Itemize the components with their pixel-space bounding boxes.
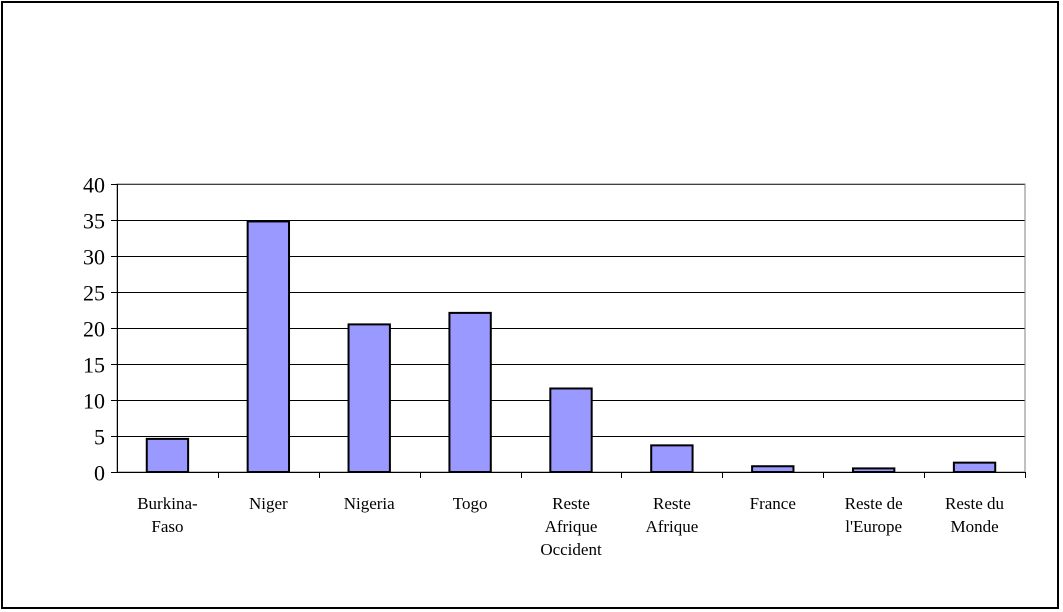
x-tick-label-line: France <box>750 494 796 513</box>
x-tick-label-line: Burkina- <box>137 494 198 513</box>
x-tick-label-line: Nigeria <box>344 494 395 513</box>
x-tick-label-line: l'Europe <box>845 517 902 536</box>
x-tick-label: Reste Afrique <box>645 494 698 536</box>
x-tick-label: Reste Afrique Occident <box>540 494 602 559</box>
y-tick-label: 30 <box>83 245 105 270</box>
y-tick-label: 40 <box>83 173 105 198</box>
x-tick-label-line: Reste <box>653 494 691 513</box>
x-tick-label-line: Faso <box>151 517 183 536</box>
x-tick-label: Reste du Monde <box>945 494 1005 536</box>
y-tick-label: 20 <box>83 317 105 342</box>
x-tick-label: France <box>750 494 796 513</box>
y-tick-label: 35 <box>83 209 105 234</box>
x-tick-label-line: Monde <box>950 517 998 536</box>
bar <box>145 437 190 474</box>
bar <box>448 311 492 473</box>
y-tick-labels: 0 5 10 15 20 25 30 35 40 <box>83 173 105 486</box>
x-tick-label: Reste de l'Europe <box>845 494 903 536</box>
x-tick-label: Togo <box>453 494 488 513</box>
x-tick-label-line: Niger <box>249 494 288 513</box>
x-tick-label: Burkina- Faso <box>137 494 198 536</box>
bar <box>347 323 391 473</box>
x-tick-label-line: Reste du <box>945 494 1005 513</box>
bar <box>851 467 896 473</box>
x-tick-label-line: Reste de <box>845 494 903 513</box>
y-tick-label: 0 <box>94 461 105 486</box>
y-tick-label: 15 <box>83 353 105 378</box>
x-tick-label-line: Afrique <box>545 517 598 536</box>
bar <box>751 465 795 473</box>
y-tick-label: 10 <box>83 389 105 414</box>
axes <box>111 184 1026 478</box>
bar <box>246 220 291 473</box>
x-tick-label-line: Occident <box>540 540 602 559</box>
x-tick-label-line: Reste <box>552 494 590 513</box>
y-tick-label: 25 <box>83 281 105 306</box>
x-tick-labels: Burkina- Faso Niger Nigeria Togo Reste Afrique… <box>137 494 1004 559</box>
bars <box>145 220 997 474</box>
bar <box>549 387 593 474</box>
x-tick-label: Nigeria <box>344 494 395 513</box>
bar <box>650 444 694 473</box>
x-tick-label-line: Afrique <box>645 517 698 536</box>
x-tick-label: Niger <box>249 494 288 513</box>
x-tick-label-line: Togo <box>453 494 488 513</box>
bar <box>952 461 997 474</box>
y-tick-label: 5 <box>94 425 105 450</box>
